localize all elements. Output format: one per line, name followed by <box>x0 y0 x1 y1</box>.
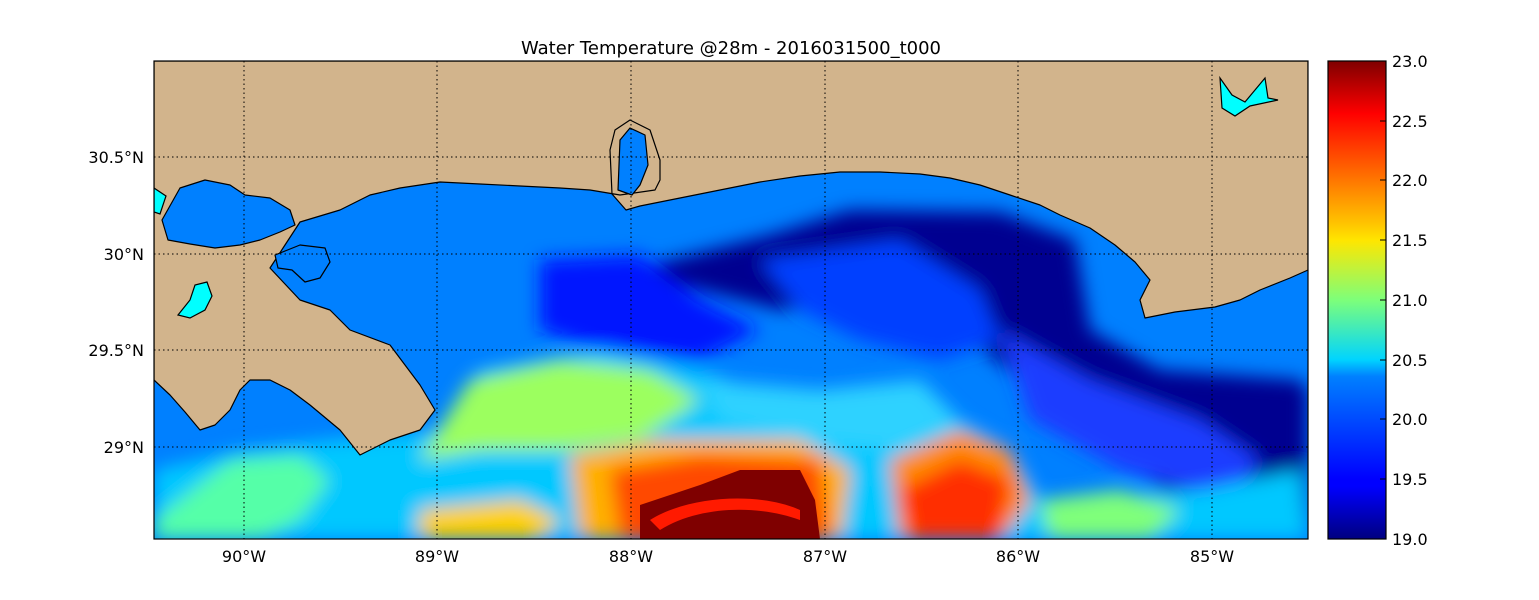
colorbar-tick-label: 23.0 <box>1392 52 1428 71</box>
figure-title: Water Temperature @28m - 2016031500_t000 <box>521 38 941 59</box>
x-tick-label: 89°W <box>415 547 459 566</box>
colorbar-tick-label: 20.0 <box>1392 410 1428 429</box>
colorbar-tick-label: 22.5 <box>1392 112 1428 131</box>
map-plot-area <box>154 61 1308 539</box>
inland-water <box>154 75 1279 319</box>
y-axis-labels: 30.5°N 30°N 29.5°N 29°N <box>88 148 144 457</box>
temperature-field <box>154 210 1308 539</box>
y-tick-label: 30°N <box>104 245 144 264</box>
colorbar-tick-label: 22.0 <box>1392 171 1428 190</box>
x-tick-label: 85°W <box>1190 547 1234 566</box>
colorbar: 23.0 22.5 22.0 21.5 21.0 20.5 20.0 19.5 … <box>1327 52 1428 549</box>
graticule <box>154 61 1308 539</box>
x-axis-labels: 90°W 89°W 88°W 87°W 86°W 85°W <box>222 547 1234 566</box>
colorbar-tick-label: 21.5 <box>1392 231 1428 250</box>
colorbar-gradient <box>1327 60 1387 540</box>
x-tick-label: 88°W <box>609 547 653 566</box>
colorbar-tick-label: 19.0 <box>1392 530 1428 549</box>
y-tick-label: 29.5°N <box>88 341 144 360</box>
y-tick-label: 29°N <box>104 438 144 457</box>
colorbar-labels: 23.0 22.5 22.0 21.5 21.0 20.5 20.0 19.5 … <box>1392 52 1428 549</box>
x-tick-label: 87°W <box>803 547 847 566</box>
y-tick-label: 30.5°N <box>88 148 144 167</box>
x-tick-label: 86°W <box>996 547 1040 566</box>
colorbar-tick-label: 21.0 <box>1392 291 1428 310</box>
plot-frame <box>153 60 1309 540</box>
colorbar-tick-label: 19.5 <box>1392 470 1428 489</box>
colorbar-tick-label: 20.5 <box>1392 351 1428 370</box>
x-tick-label: 90°W <box>222 547 266 566</box>
colorbar-ticks <box>1380 60 1386 540</box>
